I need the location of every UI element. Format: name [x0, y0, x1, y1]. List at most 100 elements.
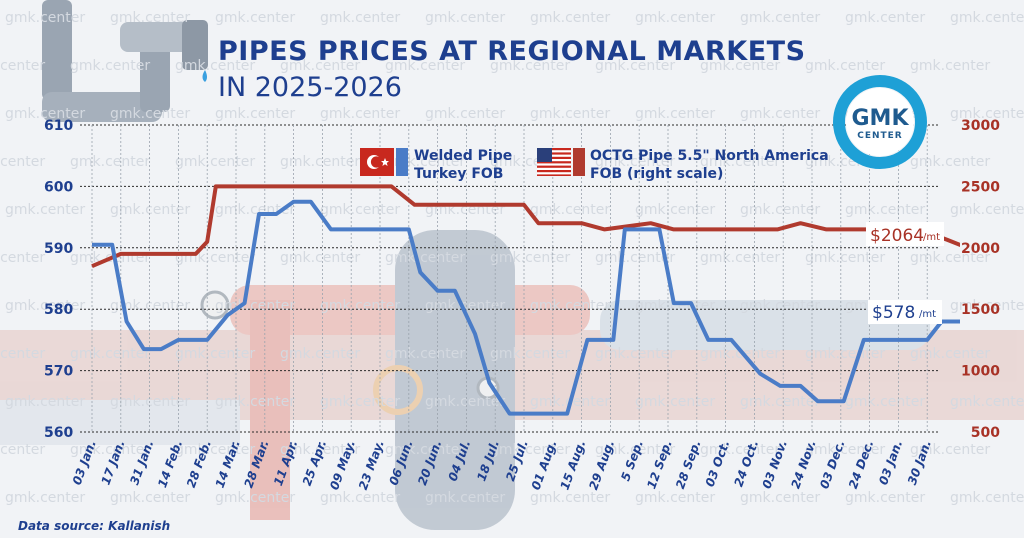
watermark-text: gmk.center — [0, 442, 45, 458]
watermark-text: gmk.center — [425, 298, 505, 314]
watermark-text: gmk.center — [215, 394, 295, 410]
watermark-text: gmk.center — [845, 490, 925, 506]
watermark-text: gmk.center — [5, 490, 85, 506]
watermark-text: gmk.center — [845, 202, 925, 218]
watermark-text: gmk.center — [740, 202, 820, 218]
right-tick-label: 1000 — [961, 364, 1000, 380]
right-tick-label: 3000 — [961, 118, 1000, 134]
watermark-text: gmk.center — [950, 394, 1024, 410]
x-tick-label: 14 Feb. — [155, 438, 185, 489]
watermark-text: gmk.center — [215, 490, 295, 506]
right-tick-label: 1500 — [961, 302, 1000, 318]
right-axis-ticks: 500 1000 1500 2000 2500 3000 — [961, 118, 1000, 441]
logo-text: GMK — [852, 106, 910, 131]
octg-legend-swatch — [573, 148, 585, 176]
watermark-text: gmk.center — [110, 298, 190, 314]
watermark-text: gmk.center — [635, 394, 715, 410]
watermark-text: gmk.center — [5, 106, 85, 122]
watermark-text: gmk.center — [490, 58, 570, 74]
watermark-text: gmk.center — [635, 202, 715, 218]
right-tick-label: 2000 — [961, 241, 1000, 257]
watermark-text: gmk.center — [740, 106, 820, 122]
watermark-text: gmk.center — [320, 490, 400, 506]
watermark-text: gmk.center — [110, 106, 190, 122]
welded-legend-swatch — [396, 148, 408, 176]
watermark-text: gmk.center — [0, 250, 45, 266]
watermark-text: gmk.center — [70, 346, 150, 362]
watermark-text: gmk.center — [805, 346, 885, 362]
watermark-text: gmk.center — [805, 442, 885, 458]
watermark-text: gmk.center — [740, 298, 820, 314]
watermark-text: gmk.center — [425, 10, 505, 26]
right-tick-label: 2500 — [961, 179, 1000, 195]
watermark-text: gmk.center — [280, 442, 360, 458]
octg-end-annotation: $2064 /mt — [866, 222, 944, 246]
watermark-text: gmk.center — [175, 154, 255, 170]
watermark-text: gmk.center — [280, 154, 360, 170]
watermark-text: gmk.center — [385, 250, 465, 266]
turkey-flag-icon — [360, 148, 394, 176]
watermark-text: gmk.center — [110, 10, 190, 26]
chart-title-line1: PIPES PRICES AT REGIONAL MARKETS — [218, 36, 806, 67]
watermark-text: gmk.center — [385, 442, 465, 458]
top-pipe-illustration — [42, 0, 208, 122]
watermark-text: gmk.center — [700, 58, 780, 74]
watermark-text: gmk.center — [215, 106, 295, 122]
watermark-text: gmk.center — [320, 202, 400, 218]
watermark-text: gmk.center — [110, 202, 190, 218]
watermark-text: gmk.center — [320, 10, 400, 26]
watermark-text: gmk.center — [175, 58, 255, 74]
watermark-text: gmk.center — [0, 154, 45, 170]
watermark-text: gmk.center — [280, 250, 360, 266]
chart-title-line2: IN 2025-2026 — [218, 72, 402, 103]
watermark-text: gmk.center — [950, 202, 1024, 218]
x-tick-label: 28 Sep. — [673, 438, 704, 491]
watermark-text: gmk.center — [950, 490, 1024, 506]
watermark-text: gmk.center — [5, 298, 85, 314]
legend-welded-line2: Turkey FOB — [414, 166, 503, 182]
left-tick-label: 580 — [44, 302, 73, 318]
watermark-text: gmk.center — [845, 394, 925, 410]
usa-flag-icon — [537, 148, 571, 176]
watermark-text: gmk.center — [490, 346, 570, 362]
welded-end-value: $578 — [872, 303, 915, 323]
watermark-text: gmk.center — [5, 394, 85, 410]
left-axis-ticks: 560 570 580 590 600 610 — [44, 118, 73, 441]
watermark-text: gmk.center — [950, 298, 1024, 314]
watermark-text: gmk.center — [175, 346, 255, 362]
watermark-text: gmk.center — [700, 346, 780, 362]
watermark-text: gmk.center — [215, 10, 295, 26]
watermark-text: gmk.center — [280, 346, 360, 362]
watermark-text: gmk.center — [530, 106, 610, 122]
x-tick-label: 23 May. — [356, 438, 387, 491]
watermark-text: gmk.center — [530, 298, 610, 314]
watermark-text: gmk.center — [950, 10, 1024, 26]
watermark-text: gmk.center — [0, 58, 45, 74]
watermark-text: gmk.center — [320, 106, 400, 122]
background-illustration — [0, 230, 1024, 530]
watermark-text: gmk.center — [910, 58, 990, 74]
watermark-text: gmk.center — [635, 106, 715, 122]
watermark-text: gmk.center — [595, 154, 675, 170]
right-tick-label: 500 — [971, 425, 1000, 441]
watermark-text: gmk.center — [110, 490, 190, 506]
watermark-text: gmk.center — [490, 250, 570, 266]
watermark-text: gmk.center — [110, 394, 190, 410]
watermark-text: gmk.center — [910, 442, 990, 458]
legend-octg-line1: OCTG Pipe 5.5" North America — [590, 148, 829, 164]
watermark-text: gmk.center — [425, 394, 505, 410]
watermark-text: gmk.center — [595, 442, 675, 458]
watermark-text: gmk.center — [425, 490, 505, 506]
welded-end-annotation: $578 /mt — [868, 300, 942, 324]
watermark-text: gmk.center — [425, 106, 505, 122]
watermark-text: gmk.center — [320, 394, 400, 410]
watermark-text: gmk.center — [845, 10, 925, 26]
watermark-text: gmk.center — [805, 58, 885, 74]
watermark-text: gmk.center — [635, 10, 715, 26]
watermark-text: gmk.center — [215, 298, 295, 314]
watermark-text: gmk.center — [280, 58, 360, 74]
logo-subtext: CENTER — [857, 131, 903, 141]
legend: Welded Pipe Turkey FOB OCTG Pipe 5.5" No… — [360, 148, 829, 182]
